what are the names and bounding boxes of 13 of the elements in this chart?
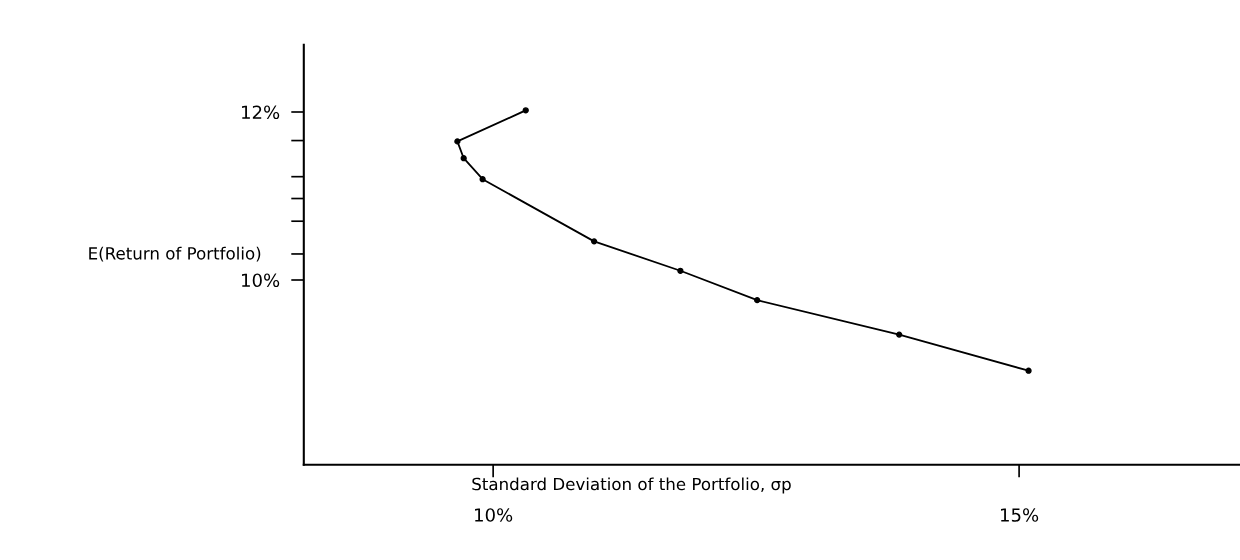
- point: [454, 138, 461, 145]
- point: [677, 267, 684, 274]
- x-axis-title: Standard Deviation of the Portfolio, σp: [472, 477, 791, 494]
- point: [1025, 367, 1032, 374]
- point: [754, 297, 761, 304]
- y-tick-label: 12%: [242, 105, 280, 120]
- point: [522, 107, 529, 114]
- point: [896, 331, 903, 338]
- x-tick-label: 15%: [1001, 508, 1039, 522]
- point: [591, 238, 598, 245]
- point: [460, 155, 467, 162]
- y-axis-title: E(Return of Portfolio): [89, 246, 261, 262]
- point: [479, 176, 486, 183]
